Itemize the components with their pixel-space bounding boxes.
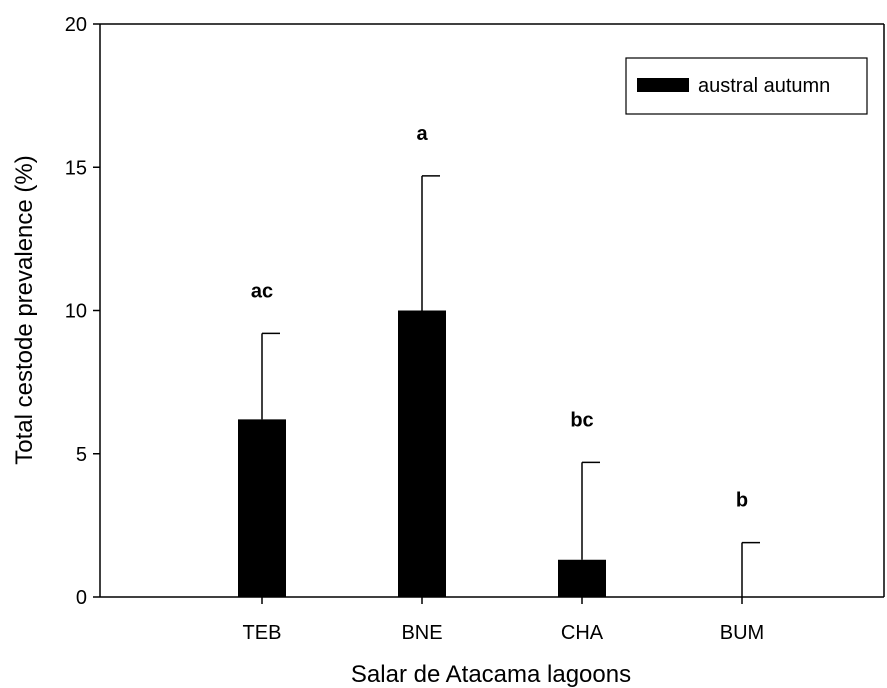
y-tick-label: 15 [65, 157, 87, 179]
x-axis-ticks: TEB BNE CHA BUM [243, 597, 764, 644]
y-axis-title: Total cestode prevalence (%) [11, 155, 38, 465]
y-axis-ticks: 0 5 10 15 20 [65, 14, 100, 609]
x-axis-title: Salar de Atacama lagoons [351, 661, 631, 688]
bars: ac a bc b [238, 123, 760, 597]
x-tick-label: BNE [401, 622, 442, 644]
significance-label: ac [251, 280, 273, 302]
bar [238, 419, 286, 597]
x-tick-label: TEB [243, 622, 282, 644]
y-tick-label: 10 [65, 301, 87, 323]
legend: austral autumn [625, 57, 868, 115]
y-tick-label: 0 [76, 587, 87, 609]
bar [558, 559, 606, 597]
y-tick-label: 20 [65, 14, 87, 36]
legend-swatch [637, 78, 689, 92]
bar [398, 310, 446, 597]
significance-label: b [736, 490, 748, 512]
legend-label: austral autumn [698, 75, 830, 97]
significance-label: a [416, 123, 428, 145]
y-tick-label: 5 [76, 444, 87, 466]
x-tick-label: BUM [720, 622, 764, 644]
x-tick-label: CHA [561, 622, 604, 644]
significance-label: bc [570, 409, 593, 431]
